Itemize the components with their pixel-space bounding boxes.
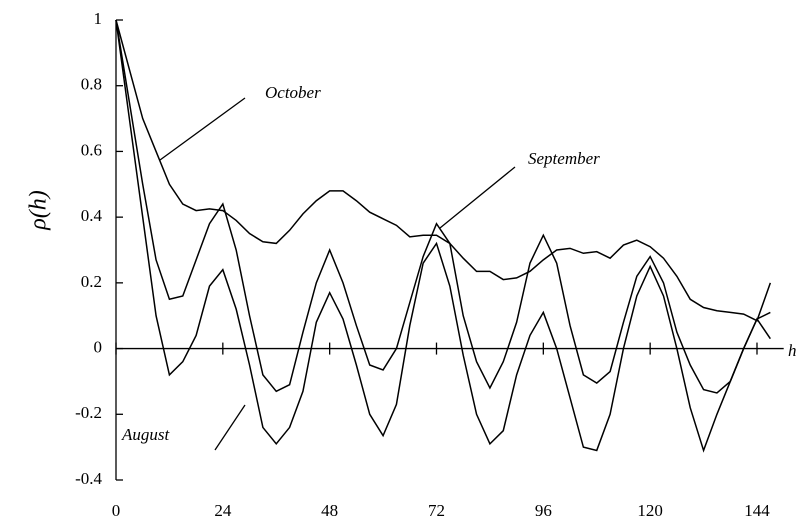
y-tick-label: -0.4 [75, 469, 102, 488]
y-tick-label: 0.6 [81, 140, 102, 159]
y-tick-label: 0.8 [81, 75, 102, 94]
series-line [115, 19, 771, 394]
y-tick-label: 1 [94, 9, 103, 28]
y-tick-label: 0.4 [81, 206, 103, 225]
y-tick-label: -0.2 [75, 403, 102, 422]
x-tick-label: 144 [744, 501, 770, 520]
leader-line [159, 97, 246, 161]
series-line [115, 19, 772, 322]
series-label: September [528, 149, 600, 168]
series-label: August [121, 425, 171, 444]
leader-line [439, 166, 516, 229]
leader-line [214, 404, 246, 451]
x-tick-label: 24 [214, 501, 232, 520]
x-tick-label: 72 [428, 501, 445, 520]
y-tick-label: 0 [94, 337, 103, 356]
y-tick-label: 0.2 [81, 272, 102, 291]
x-tick-label: 120 [637, 501, 663, 520]
x-tick-label: 96 [535, 501, 552, 520]
x-tick-label: 0 [112, 501, 121, 520]
series-line [115, 19, 771, 453]
series-label: October [265, 83, 321, 102]
x-axis-label: h [788, 341, 797, 360]
x-tick-label: 48 [321, 501, 338, 520]
y-axis-label: ρ(h) [26, 190, 52, 231]
